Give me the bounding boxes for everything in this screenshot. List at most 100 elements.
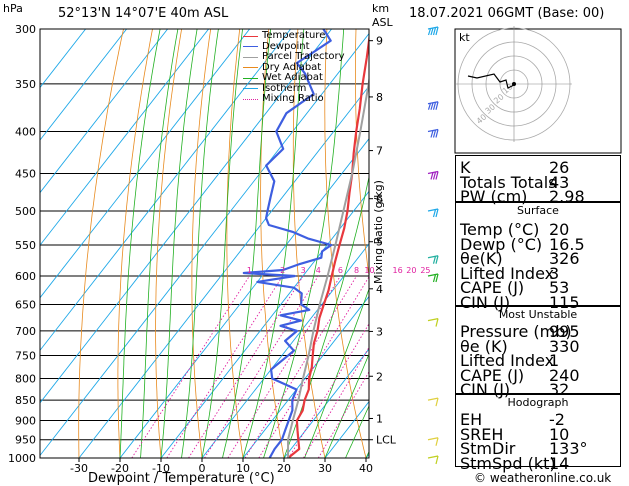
x-axis-label: Dewpoint / Temperature (°C) <box>88 471 275 486</box>
row-key: K <box>460 158 471 177</box>
wind-barb <box>427 455 439 465</box>
pressure-tick-label: 800 <box>15 372 36 385</box>
pressure-tick-label: 750 <box>15 349 36 362</box>
row-value: 326 <box>549 249 580 269</box>
datetime-title: 18.07.2021 06GMT (Base: 00) <box>409 6 605 21</box>
isotherm-line <box>40 32 369 457</box>
wind-barb-feather <box>435 318 439 327</box>
wind-barb-feather <box>435 26 439 36</box>
mixing-ratio-label: 2 <box>280 266 285 275</box>
indices-box: K 26 Totals Totals 43 PW (cm) 2.98 <box>455 155 621 206</box>
table-row: EH -2 <box>460 410 616 429</box>
mixing-ratio-label: 20 <box>406 266 416 275</box>
asl-unit-label: ASL <box>372 16 393 29</box>
pressure-tick-label: 700 <box>15 325 36 338</box>
table-row: CAPE (J) 53 <box>460 278 616 297</box>
table-row: CAPE (J) 240 <box>460 366 616 385</box>
mixing-ratio-label: 1 <box>247 266 252 275</box>
wind-barb-staff <box>427 455 439 459</box>
table-row: StmSpd (kt) 14 <box>460 454 616 473</box>
mixing-ratio-line <box>204 275 319 458</box>
legend-swatch <box>243 88 258 90</box>
pressure-unit-label: hPa <box>3 2 23 15</box>
x-tick-label: 30 <box>318 462 332 475</box>
dry-adiabat-line <box>226 29 244 458</box>
table-row: Totals Totals 43 <box>460 173 616 192</box>
wet-adiabat-line <box>222 29 271 458</box>
wet-adiabat-line <box>242 29 305 458</box>
wind-barb-staff <box>427 273 439 277</box>
wet-adiabat-line <box>140 29 179 458</box>
wet-adiabat-line <box>181 29 219 458</box>
hodograph-table-box: Hodograph EH -2 SREH 10 StmDir 133° StmSpd (kt… <box>455 394 621 473</box>
most-unstable-box: Most Unstable Pressure (mb) 995 θe (K) 330 L… <box>455 306 621 399</box>
wind-barb <box>427 317 439 327</box>
isotherm-line <box>40 29 168 194</box>
row-value: 3 <box>549 263 560 283</box>
wind-barb <box>427 255 439 264</box>
km-tick-label: 5 <box>376 236 383 249</box>
row-value: 43 <box>549 172 570 192</box>
hodograph-trace <box>467 73 516 89</box>
wind-barb-staff <box>427 397 439 401</box>
wind-barb-staff <box>427 255 439 259</box>
legend-item: Parcel Trajectory <box>243 51 345 63</box>
row-key: Totals Totals <box>460 172 557 192</box>
pressure-tick-label: 900 <box>15 414 36 427</box>
row-key: SREH <box>460 424 504 444</box>
hodograph-table-title: Hodograph <box>507 396 569 409</box>
wind-barb <box>427 26 439 36</box>
row-value: 10 <box>549 424 570 444</box>
pressure-tick-label: 500 <box>15 205 36 218</box>
table-row: θe(K) 326 <box>460 249 616 268</box>
surface-title: Surface <box>517 204 559 217</box>
isotherm-line <box>40 29 127 141</box>
row-value: -2 <box>549 410 565 429</box>
dry-adiabat-line <box>155 29 182 458</box>
legend-label: Wet Adiabat <box>262 72 323 83</box>
wind-barb <box>427 397 439 407</box>
wind-barb-staff <box>427 317 439 322</box>
wet-adiabat-line <box>304 287 369 458</box>
mixing-ratio-line <box>244 275 357 458</box>
row-key: StmDir <box>460 439 516 459</box>
isotherm-line <box>283 348 369 458</box>
wind-barb-feather <box>435 273 439 283</box>
table-row: K 26 <box>460 158 616 177</box>
wind-barb <box>427 101 439 110</box>
mixing-ratio-label: 6 <box>338 266 343 275</box>
wind-barb-feather <box>435 171 439 180</box>
row-value: 20 <box>549 220 570 239</box>
row-value: 995 <box>549 322 580 341</box>
row-value: 240 <box>549 365 580 385</box>
dry-adiabat-line <box>78 29 124 458</box>
pressure-tick-label: 1000 <box>8 452 36 465</box>
legend-item: Isotherm <box>243 83 345 95</box>
mixing-ratio-label: 8 <box>354 266 359 275</box>
wind-barb-feather <box>430 102 434 110</box>
pressure-tick-label: 600 <box>15 270 36 283</box>
mixing-ratio-line <box>302 346 369 458</box>
table-row: Dewp (°C) 16.5 <box>460 235 616 254</box>
wet-adiabat-line <box>345 404 369 458</box>
parcel-trajectory-profile <box>287 74 369 458</box>
km-tick-label: 9 <box>376 35 383 48</box>
row-key: StmSpd (kt) <box>460 453 556 473</box>
mixing-ratio-label: 4 <box>316 266 321 275</box>
km-tick-label: 2 <box>376 370 383 383</box>
legend-swatch <box>243 67 258 69</box>
table-row: Lifted Index 3 <box>460 264 616 283</box>
pressure-tick-label: 550 <box>15 239 36 252</box>
wet-adiabat-line <box>160 29 198 458</box>
row-key: PW (cm) <box>460 187 528 207</box>
most-unstable-title: Most Unstable <box>498 308 578 321</box>
wind-barb-feather <box>435 455 439 465</box>
row-key: θe(K) <box>460 249 503 269</box>
hodograph-ring-label: 40 <box>475 112 489 125</box>
dry-adiabat-line <box>117 29 153 458</box>
legend-item: Mixing Ratio <box>243 93 345 105</box>
mixing-ratio-line <box>227 275 341 458</box>
wind-barb-feather <box>430 27 434 36</box>
wind-barb-feather <box>430 130 434 138</box>
